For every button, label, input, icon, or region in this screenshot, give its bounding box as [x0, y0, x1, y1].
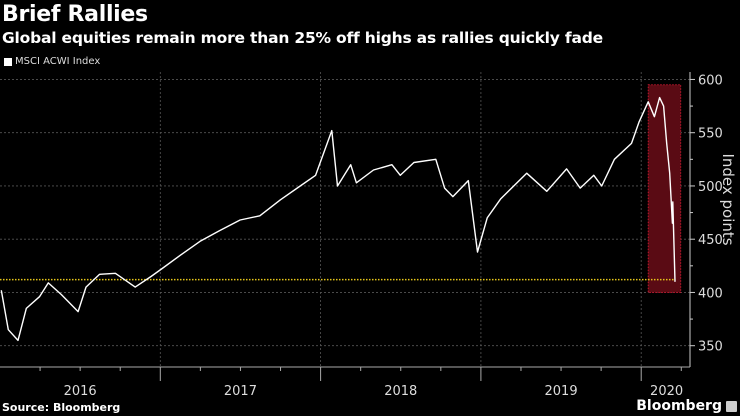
legend-swatch — [4, 57, 12, 66]
legend-label: MSCI ACWI Index — [15, 56, 101, 67]
x-tick-label: 2020 — [650, 384, 683, 399]
y-tick-label: 550 — [698, 127, 723, 142]
brand-logo: Bloomberg — [636, 398, 722, 414]
source-note: Source: Bloomberg — [2, 401, 121, 414]
legend: MSCI ACWI Index — [4, 56, 100, 67]
y-tick-label: 450 — [698, 233, 723, 248]
chart-title: Brief Rallies — [2, 2, 148, 27]
series-line — [0, 96, 676, 342]
y-tick-label: 500 — [698, 180, 723, 195]
y-tick-label: 350 — [698, 340, 723, 355]
y-axis-label: Index points — [719, 153, 737, 245]
chart-subtitle: Global equities remain more than 25% off… — [2, 29, 603, 47]
x-tick-label: 2019 — [545, 384, 578, 399]
bloomberg-terminal-icon — [726, 401, 737, 412]
y-tick-label: 600 — [698, 73, 723, 88]
x-tick-label: 2018 — [384, 384, 417, 399]
y-tick-label: 400 — [698, 286, 723, 301]
x-tick-label: 2017 — [224, 384, 257, 399]
x-tick-label: 2016 — [64, 384, 97, 399]
